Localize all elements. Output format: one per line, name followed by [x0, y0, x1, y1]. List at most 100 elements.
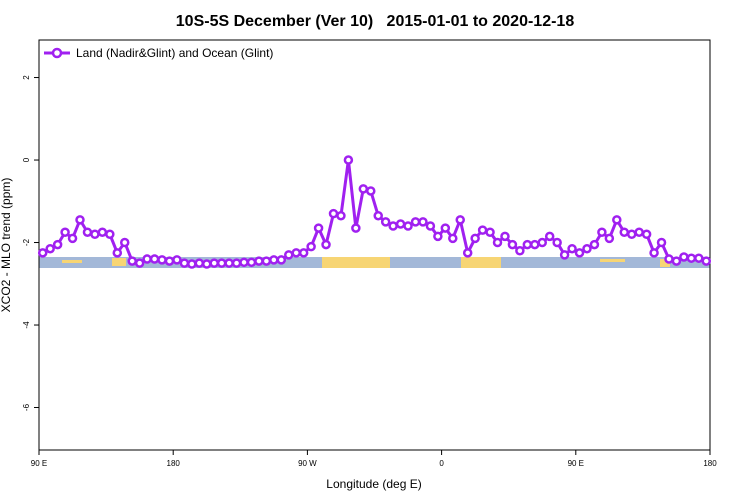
point [134, 258, 145, 268]
point [366, 186, 376, 196]
point [522, 239, 533, 250]
point [604, 233, 615, 244]
point [60, 227, 70, 237]
point [246, 257, 257, 268]
point [373, 210, 383, 221]
point [112, 248, 123, 258]
point [254, 256, 264, 266]
point [67, 233, 78, 244]
point [194, 258, 205, 268]
point [582, 243, 592, 254]
point [656, 237, 667, 248]
point [515, 246, 525, 256]
point [343, 155, 354, 165]
point [52, 239, 63, 250]
point [448, 233, 458, 244]
point [694, 253, 704, 263]
point [589, 239, 600, 250]
point [619, 227, 630, 237]
point [567, 243, 577, 254]
y-tick-label: 0 [22, 157, 31, 162]
point [462, 248, 473, 258]
point [671, 256, 682, 266]
point [686, 253, 697, 263]
point [216, 258, 227, 268]
point [269, 255, 279, 265]
point [380, 217, 391, 227]
point [455, 215, 465, 225]
point [358, 184, 369, 194]
point [209, 258, 219, 268]
point [574, 248, 585, 258]
point [649, 248, 659, 258]
legend-marker [51, 47, 63, 59]
chart-title: 10S-5S December (Ver 10) 2015-01-01 to 2… [176, 13, 575, 30]
point [75, 215, 85, 225]
point [313, 223, 324, 233]
point [82, 227, 93, 237]
point [328, 208, 339, 219]
point [679, 252, 689, 262]
point [492, 237, 503, 248]
point [336, 210, 346, 221]
point [239, 257, 249, 268]
point [664, 254, 674, 264]
y-axis-label: XCO2 - MLO trend (ppm) [0, 178, 13, 313]
point [187, 259, 197, 269]
point [231, 258, 242, 268]
point [37, 248, 48, 258]
point [142, 254, 152, 264]
point [119, 237, 130, 248]
y-tick-label: -6 [22, 403, 31, 411]
point [418, 217, 428, 227]
point [172, 255, 182, 265]
x-tick-label: 90 E [568, 459, 584, 468]
x-tick-label: 180 [167, 459, 181, 468]
point [440, 223, 451, 233]
y-tick-label: 2 [22, 75, 31, 80]
point [157, 255, 167, 265]
point [395, 219, 406, 229]
point [284, 250, 294, 260]
point [291, 248, 301, 258]
point [105, 229, 115, 240]
point [477, 225, 488, 235]
point [179, 258, 190, 268]
point [261, 256, 272, 266]
point [202, 259, 212, 269]
point [97, 227, 108, 237]
x-tick-label: 0 [439, 459, 444, 468]
point [485, 227, 495, 237]
point [552, 237, 562, 248]
x-tick-label: 180 [703, 459, 717, 468]
point [544, 231, 555, 242]
point [276, 255, 287, 265]
point [45, 243, 55, 254]
point [164, 256, 175, 266]
point [470, 233, 480, 244]
point [626, 229, 637, 240]
point [388, 221, 398, 231]
plot-frame [38, 39, 711, 451]
point [612, 215, 622, 225]
y-tick-label: -4 [22, 321, 31, 329]
point [530, 239, 540, 250]
x-tick-label: 90 W [298, 459, 317, 468]
point [321, 239, 331, 250]
point [403, 221, 413, 231]
point [351, 223, 361, 233]
point [634, 227, 644, 237]
point [701, 256, 712, 266]
point [500, 231, 510, 242]
series-line [42, 159, 707, 266]
y-tick-label: -2 [22, 238, 31, 246]
point [641, 229, 652, 240]
point [507, 239, 518, 250]
x-tick-label: 90 E [31, 459, 47, 468]
point [410, 217, 421, 227]
point [597, 227, 607, 237]
point [306, 241, 316, 252]
legend-label: Land (Nadir&Glint) and Ocean (Glint) [76, 46, 273, 60]
point [90, 229, 100, 240]
